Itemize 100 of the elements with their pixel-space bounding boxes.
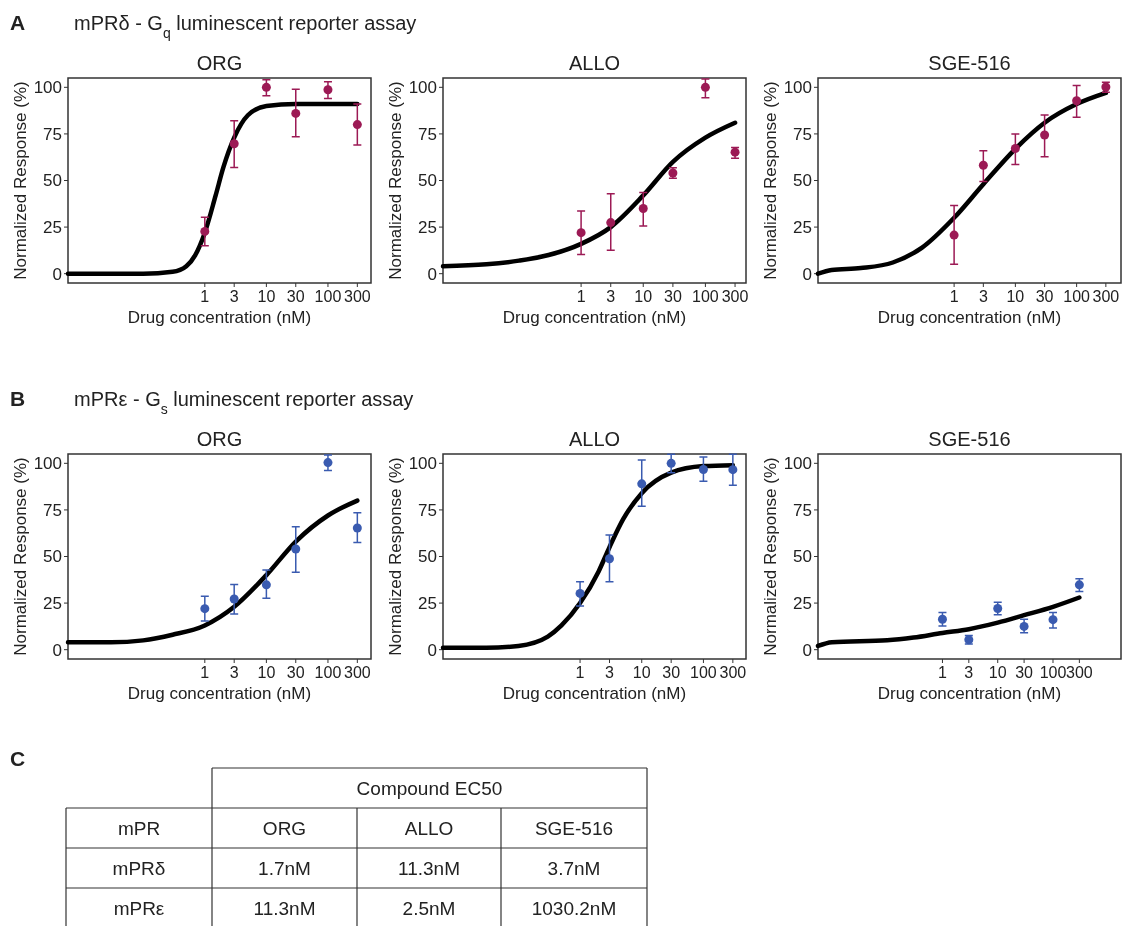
point [1072,96,1082,106]
x-tick-label: 3 [964,664,974,681]
x-tick-label: 1 [200,664,210,681]
y-axis-title: Normalized Response (%) [11,457,30,656]
y-tick-label: 0 [427,640,437,660]
x-tick-label: 300 [343,288,371,305]
point [700,82,710,92]
point [261,82,271,92]
y-tick-label: 25 [793,218,812,238]
x-tick-label: 100 [690,664,717,681]
category-label: mPRδ [112,858,166,879]
point [200,226,210,236]
text: A [10,11,26,34]
point [323,458,333,468]
y-tick-label: 50 [793,547,812,567]
text: B [10,387,26,410]
x-tick-label: 100 [1063,288,1091,305]
point [576,228,586,238]
x-axis-title: Drug concentration (nM) [127,308,312,327]
y-tick-label: 50 [418,547,437,567]
x-tick-label: 10 [988,664,1007,681]
x-tick-label: 3 [229,664,239,681]
x-axis-title: Drug concentration (nM) [502,684,687,703]
category-label: ORG [262,818,307,839]
x-tick-label: 10 [257,664,276,681]
point [666,458,676,468]
category-label: mPRε [113,898,165,919]
point [606,218,616,228]
y-tick-label: 0 [802,640,812,660]
y-axis-title: Normalized Response (%) [386,457,405,656]
point [200,604,210,614]
point [1010,143,1020,153]
text: C [10,747,26,770]
y-tick-label: 25 [43,218,62,238]
text: 2.5nM [402,898,456,919]
chart-title: ORG [196,428,243,450]
y-tick-label: 75 [418,500,437,520]
x-tick-label: 1 [575,664,585,681]
chart-title: SGE-516 [928,52,1011,74]
point [638,203,648,213]
y-tick-label: 75 [793,124,812,144]
y-tick-label: 100 [33,454,62,474]
point [229,139,239,149]
text: mPRε - G$_{s}$ luminescent reporter assay [74,388,414,417]
y-tick-label: 100 [408,454,437,474]
text: Compound EC50 [356,778,503,799]
y-tick-label: 100 [783,78,812,98]
x-tick-label: 30 [662,664,681,681]
x-tick-label: 1 [200,288,210,305]
point [575,588,585,598]
x-tick-label: 30 [286,664,305,681]
x-tick-label: 30 [1035,288,1054,305]
x-tick-label: 1 [938,664,947,681]
point [1040,130,1050,140]
point [352,120,362,130]
x-tick-label: 30 [664,288,682,305]
y-tick-label: 25 [43,594,62,614]
x-tick-label: 100 [692,288,719,305]
x-axis-title: Drug concentration (nM) [502,308,687,327]
chart-title: ALLO [568,428,621,450]
x-axis-title: Drug concentration (nM) [877,308,1062,327]
point [637,479,647,489]
point [978,160,988,170]
category-label: ALLO [404,818,454,839]
y-tick-label: 75 [43,500,62,520]
y-tick-label: 75 [43,124,62,144]
x-tick-label: 3 [606,288,616,305]
y-axis-title: Normalized Response (%) [761,457,780,656]
x-tick-label: 3 [978,288,988,305]
x-tick-label: 100 [314,288,342,305]
x-tick-label: 30 [286,288,305,305]
y-tick-label: 25 [418,218,437,238]
x-tick-label: 1 [949,288,959,305]
y-tick-label: 0 [52,264,62,284]
text: mPRδ - G$_{q}$ luminescent reporter assay [74,12,417,41]
x-tick-label: 100 [1039,664,1067,681]
x-tick-label: 30 [1015,664,1034,681]
y-tick-label: 0 [427,264,437,284]
point [291,108,301,118]
x-tick-label: 10 [632,664,651,681]
x-tick-label: 300 [719,664,747,681]
point [698,464,708,474]
text: 1.7nM [258,858,311,879]
y-tick-label: 50 [793,171,812,191]
y-tick-label: 50 [43,171,62,191]
y-tick-label: 100 [408,78,437,98]
y-axis-title: Normalized Response (%) [386,81,405,280]
chart-title: SGE-516 [928,428,1011,450]
point [352,523,362,533]
y-tick-label: 0 [52,640,62,660]
text: 11.3nM [253,898,316,919]
y-tick-label: 25 [793,594,812,614]
x-tick-label: 3 [605,664,615,681]
y-axis-title: Normalized Response (%) [761,81,780,280]
x-tick-label: 100 [314,664,342,681]
point [604,554,614,564]
text: mPR [117,818,161,839]
point [229,594,239,604]
y-axis-title: Normalized Response (%) [11,81,30,280]
x-tick-label: 300 [1092,288,1120,305]
